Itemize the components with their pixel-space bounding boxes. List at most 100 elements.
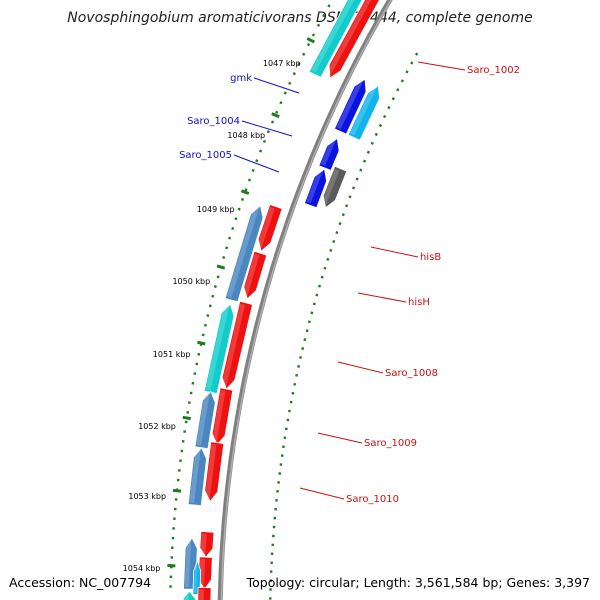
feature-arrow-red-shade	[242, 253, 260, 297]
ring-tick	[275, 110, 279, 114]
ring-tick	[240, 197, 245, 201]
feature-arrow-blue-shade	[320, 138, 336, 166]
ring-tick	[225, 246, 229, 250]
feature-arrow-red	[197, 556, 213, 591]
ring-tick	[231, 226, 235, 230]
feature-arrow-red-shade	[204, 443, 217, 500]
feature-arrow-cyan-shade	[205, 304, 230, 391]
ring-tick	[318, 284, 321, 288]
feature-arrow-skyblue-shade	[193, 562, 198, 593]
feature-arrow-red	[204, 441, 225, 503]
ring-tick	[302, 52, 306, 56]
gene-label-leader	[370, 246, 419, 258]
ring-tick	[338, 222, 342, 226]
feature-arrow-red-shade	[221, 303, 245, 387]
kbp-major-tick	[182, 415, 191, 421]
ring-tick	[206, 314, 210, 318]
feature-arrow-skyblue	[347, 85, 380, 141]
ring-tick	[374, 132, 378, 136]
ring-tick	[335, 231, 339, 235]
ring-tick	[213, 285, 217, 289]
ring-tick	[228, 236, 232, 240]
feature-arrow-blue-shade	[306, 168, 324, 204]
gene-label: hisB	[420, 252, 441, 263]
ring-tick	[383, 114, 387, 119]
feature-arrow-gray	[322, 165, 348, 209]
ring-tick	[310, 311, 314, 315]
gene-label: hisH	[408, 297, 430, 308]
ring-tick	[292, 72, 296, 76]
feature-arrow-blue-shade	[336, 78, 364, 130]
ring-tick	[234, 217, 238, 221]
gene-labels: gmk Saro_1004 Saro_1005 Saro_1002 hisB hisH Sa…	[179, 61, 520, 505]
kbp-major-tick	[271, 112, 280, 119]
gene-label-leader	[357, 292, 407, 303]
ring-tick	[359, 168, 363, 172]
feature-arrow-steelblue	[224, 204, 264, 303]
feature-arrow-red-shade	[326, 0, 372, 76]
ring-tick	[351, 186, 356, 190]
ring-tick	[305, 329, 309, 333]
ring-tick	[307, 320, 311, 324]
ring-tick	[288, 81, 292, 85]
ring-tick	[211, 294, 215, 298]
feature-arrow-cyan	[308, 0, 363, 78]
ring-tick	[262, 139, 267, 143]
ring-tick	[323, 266, 327, 270]
genome-backbone	[217, 0, 393, 600]
ring-tick	[405, 70, 409, 74]
kbp-label: 1053 kbp	[128, 492, 166, 501]
gene-label-leader	[233, 154, 280, 173]
feature-arrow-skyblue	[192, 559, 202, 595]
ring-tick	[299, 356, 303, 359]
ring-tick	[279, 101, 283, 105]
feature-arrow-red-shade	[200, 533, 207, 556]
ring-tick	[216, 275, 220, 279]
gene-label: Saro_1009	[364, 438, 417, 449]
ring-tick	[400, 79, 404, 83]
gene-label-leader	[299, 487, 345, 500]
ring-tick	[366, 150, 370, 154]
feature-arrow-red	[328, 0, 380, 79]
feature-arrow-steelblue-shade	[189, 448, 201, 503]
gene-label: Saro_1010	[346, 494, 399, 505]
ring-tick	[316, 23, 321, 27]
feature-arrow-red	[199, 530, 215, 558]
ring-tick	[414, 52, 419, 56]
feature-arrow-steelblue	[194, 390, 216, 450]
ring-tick	[303, 338, 307, 342]
feature-arrow-cyan-shade	[311, 0, 355, 73]
kbp-label: 1048 kbp	[227, 131, 265, 140]
ring-tick	[332, 239, 336, 244]
ring-tick	[341, 213, 345, 217]
feature-arrow-steelblue-shade	[196, 392, 210, 446]
ring-tick	[270, 120, 275, 124]
ring-tick	[306, 43, 311, 47]
feature-arrow-steelblue-shade	[226, 206, 260, 298]
ring-tick	[410, 61, 414, 65]
ring-tick	[378, 123, 383, 128]
ring-tick	[255, 159, 259, 163]
ring-tick	[370, 141, 374, 145]
kbp-label: 1052 kbp	[138, 422, 176, 431]
ring-tick	[197, 352, 201, 356]
ring-tick	[320, 275, 324, 279]
ring-tick	[247, 178, 252, 182]
ring-tick	[312, 302, 316, 306]
gene-label-leader	[337, 361, 384, 374]
feature-arrow-gray-shade	[321, 168, 340, 206]
genome-summary: Topology: circular; Length: 3,561,584 bp…	[246, 575, 590, 590]
feature-arrow-red	[221, 300, 253, 390]
ring-tick	[315, 293, 319, 297]
kbp-major-tick	[172, 488, 182, 493]
ring-tick	[297, 62, 301, 66]
ring-tick	[329, 248, 333, 252]
feature-arrow-red	[197, 586, 212, 600]
ring-tick	[283, 91, 287, 95]
ring-tick	[244, 188, 248, 192]
kbp-label: 1049 kbp	[197, 205, 235, 214]
ring-tick	[266, 130, 271, 134]
feature-arrow-steelblue-shade	[184, 539, 192, 588]
kbp-scale: 1047 kbp 1048 kbp 1049 kbp 1050 kbp 1051 kbp…	[123, 37, 316, 573]
